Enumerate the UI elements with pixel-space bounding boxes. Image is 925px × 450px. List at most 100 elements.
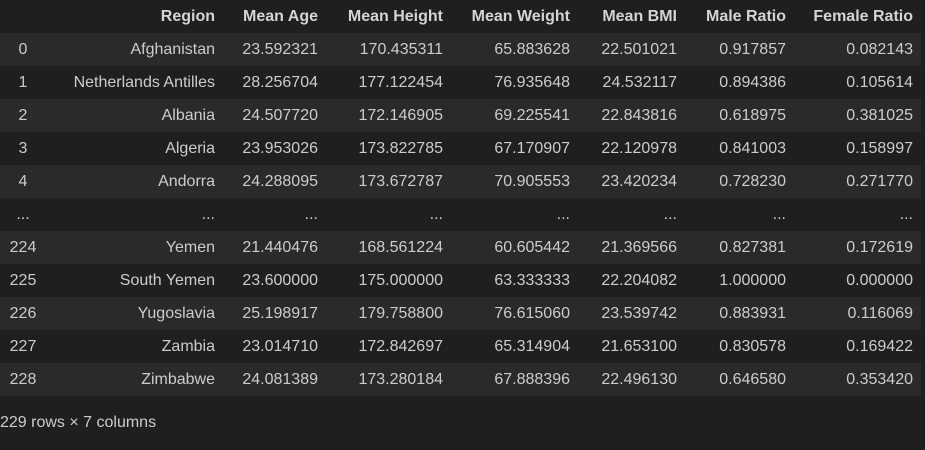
table-cell: ... (663, 205, 677, 223)
table-row: 3 Algeria 23.953026 173.822785 67.170907 22.1… (0, 132, 921, 165)
table-cell: 24.507720 (242, 106, 318, 124)
table-cell: ... (429, 205, 443, 223)
table-cell: 21.653100 (601, 337, 677, 355)
table-cell: 1.000000 (719, 271, 786, 289)
table-row: 1 Netherlands Antilles 28.256704 177.122454… (0, 66, 921, 99)
table-cell: 0.082143 (846, 40, 913, 58)
table-cell: Zambia (161, 337, 215, 355)
table-cell: 65.883628 (494, 40, 570, 58)
table-cell: 76.935648 (494, 73, 570, 91)
table-cell: 172.146905 (358, 106, 443, 124)
row-index: 3 (18, 139, 28, 157)
row-index: 4 (18, 172, 28, 190)
table-cell: 23.600000 (242, 271, 318, 289)
table-cell: 76.615060 (494, 304, 570, 322)
table-cell: 177.122454 (358, 73, 443, 91)
table-row: 228 Zimbabwe 24.081389 173.280184 67.888396 2… (0, 363, 921, 396)
table-cell: 22.496130 (601, 370, 677, 388)
table-cell: 168.561224 (358, 238, 443, 256)
table-cell: ... (899, 205, 913, 223)
table-cell: 24.288095 (242, 172, 318, 190)
table-cell: Zimbabwe (141, 370, 215, 388)
table-cell: 179.758800 (358, 304, 443, 322)
table-cell: Afghanistan (130, 40, 215, 58)
column-header: Mean Height (347, 7, 443, 25)
table-cell: 60.605442 (494, 238, 570, 256)
table-cell: 23.953026 (242, 139, 318, 157)
table-cell: 173.280184 (358, 370, 443, 388)
table-cell: Albania (161, 106, 215, 124)
table-cell: 0.917857 (719, 40, 786, 58)
table-cell: 170.435311 (359, 40, 443, 58)
table-row: 4 Andorra 24.288095 173.672787 70.905553 23.4… (0, 165, 921, 198)
table-cell: 23.420234 (601, 172, 677, 190)
table-cell: 24.081389 (242, 370, 318, 388)
table-cell: 63.333333 (494, 271, 570, 289)
table-cell: 67.170907 (494, 139, 570, 157)
table-cell: Yemen (165, 238, 215, 256)
table-cell: 23.592321 (242, 40, 318, 58)
table-row: 227 Zambia 23.014710 172.842697 65.314904 21.… (0, 330, 921, 363)
table-cell: 173.822785 (358, 139, 443, 157)
column-header: Region (160, 7, 215, 25)
table-cell: ... (304, 205, 318, 223)
table-cell: 22.204082 (601, 271, 677, 289)
table-cell: 173.672787 (358, 172, 443, 190)
row-index: 2 (18, 106, 28, 124)
row-index: 224 (9, 238, 37, 256)
table-cell: 0.728230 (719, 172, 786, 190)
table-cell: Yugoslavia (137, 304, 215, 322)
row-index: 227 (9, 337, 37, 355)
table-row: ........................ (0, 198, 921, 231)
row-index: ... (16, 205, 30, 223)
table-cell: 0.353420 (846, 370, 913, 388)
table-cell: 0.618975 (719, 106, 786, 124)
column-header: Mean BMI (602, 7, 677, 25)
table-header: Region Mean Age Mean Height Mean Weight Mean… (0, 0, 921, 33)
table-cell: ... (772, 205, 786, 223)
table-cell: 0.827381 (719, 238, 786, 256)
dataframe-table: Region Mean Age Mean Height Mean Weight Mean… (0, 0, 921, 396)
table-cell: 0.894386 (719, 73, 786, 91)
table-cell: ... (201, 205, 215, 223)
table-cell: 0.116069 (847, 304, 913, 322)
table-cell: 175.000000 (358, 271, 443, 289)
table-cell: 23.539742 (601, 304, 677, 322)
table-cell: 22.501021 (601, 40, 677, 58)
table-cell: 0.381025 (846, 106, 913, 124)
column-header: Male Ratio (705, 7, 786, 25)
row-index: 226 (9, 304, 37, 322)
table-cell: 21.440476 (242, 238, 318, 256)
table-cell: South Yemen (119, 271, 215, 289)
table-cell: 0.271770 (846, 172, 913, 190)
table-cell: 0.158997 (846, 139, 913, 157)
column-header: Mean Age (243, 7, 318, 25)
table-cell: 24.532117 (602, 73, 677, 91)
row-index: 225 (9, 271, 37, 289)
table-cell: Algeria (165, 139, 215, 157)
table-cell: 70.905553 (494, 172, 570, 190)
table-cell: 69.225541 (494, 106, 570, 124)
row-index: 0 (18, 40, 28, 58)
table-cell: 0.646580 (719, 370, 786, 388)
table-cell: 21.369566 (601, 238, 677, 256)
table-cell: 0.169422 (846, 337, 913, 355)
table-cell: ... (556, 205, 570, 223)
table-cell: 25.198917 (242, 304, 318, 322)
table-row: 226 Yugoslavia 25.198917 179.758800 76.61506… (0, 297, 921, 330)
row-index: 228 (9, 370, 37, 388)
table-body: 0 Afghanistan 23.592321 170.435311 65.883628… (0, 33, 921, 396)
table-row: 2 Albania 24.507720 172.146905 69.225541 22.8… (0, 99, 921, 132)
header-row: Region Mean Age Mean Height Mean Weight Mean… (0, 0, 921, 33)
table-cell: 0.000000 (846, 271, 913, 289)
table-cell: Andorra (158, 172, 215, 190)
table-cell: 0.830578 (719, 337, 786, 355)
column-header: Mean Weight (471, 7, 570, 25)
table-cell: 22.843816 (601, 106, 677, 124)
table-cell: Netherlands Antilles (73, 73, 215, 91)
table-row: 224 Yemen 21.440476 168.561224 60.605442 21.3… (0, 231, 921, 264)
table-cell: 0.841003 (719, 139, 786, 157)
table-row: 225 South Yemen 23.600000 175.000000 63.3333… (0, 264, 921, 297)
table-cell: 23.014710 (242, 337, 318, 355)
